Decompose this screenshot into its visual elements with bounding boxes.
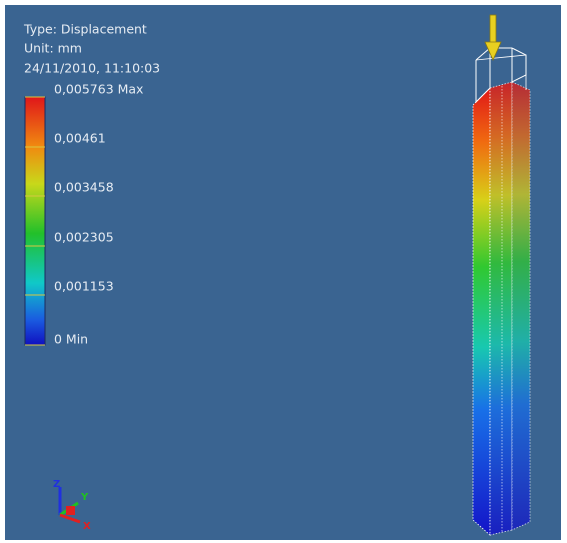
info-line: 24/11/2010, 11:10:03 [24,61,160,76]
viewport: Type: Displacement Unit: mm 24/11/2010, 11… [0,0,567,543]
color-scale [25,97,45,345]
scale-label: 0,003458 [54,180,114,195]
scale-label: 0,002305 [54,230,114,245]
scale-label: 0,005763 Max [54,82,143,97]
scale-label: 0 Min [54,332,88,347]
axis-label: Z [53,479,60,490]
scale-label: 0,001153 [54,279,114,294]
scale-label: 0,00461 [54,131,106,146]
page: {"header": {"lines": ["Type: Displacemen… [0,0,567,543]
axis-label: X [83,521,91,532]
info-line: Unit: mm [24,41,82,56]
info-line: Type: Displacement [23,22,147,37]
axis-label: Y [80,492,89,503]
